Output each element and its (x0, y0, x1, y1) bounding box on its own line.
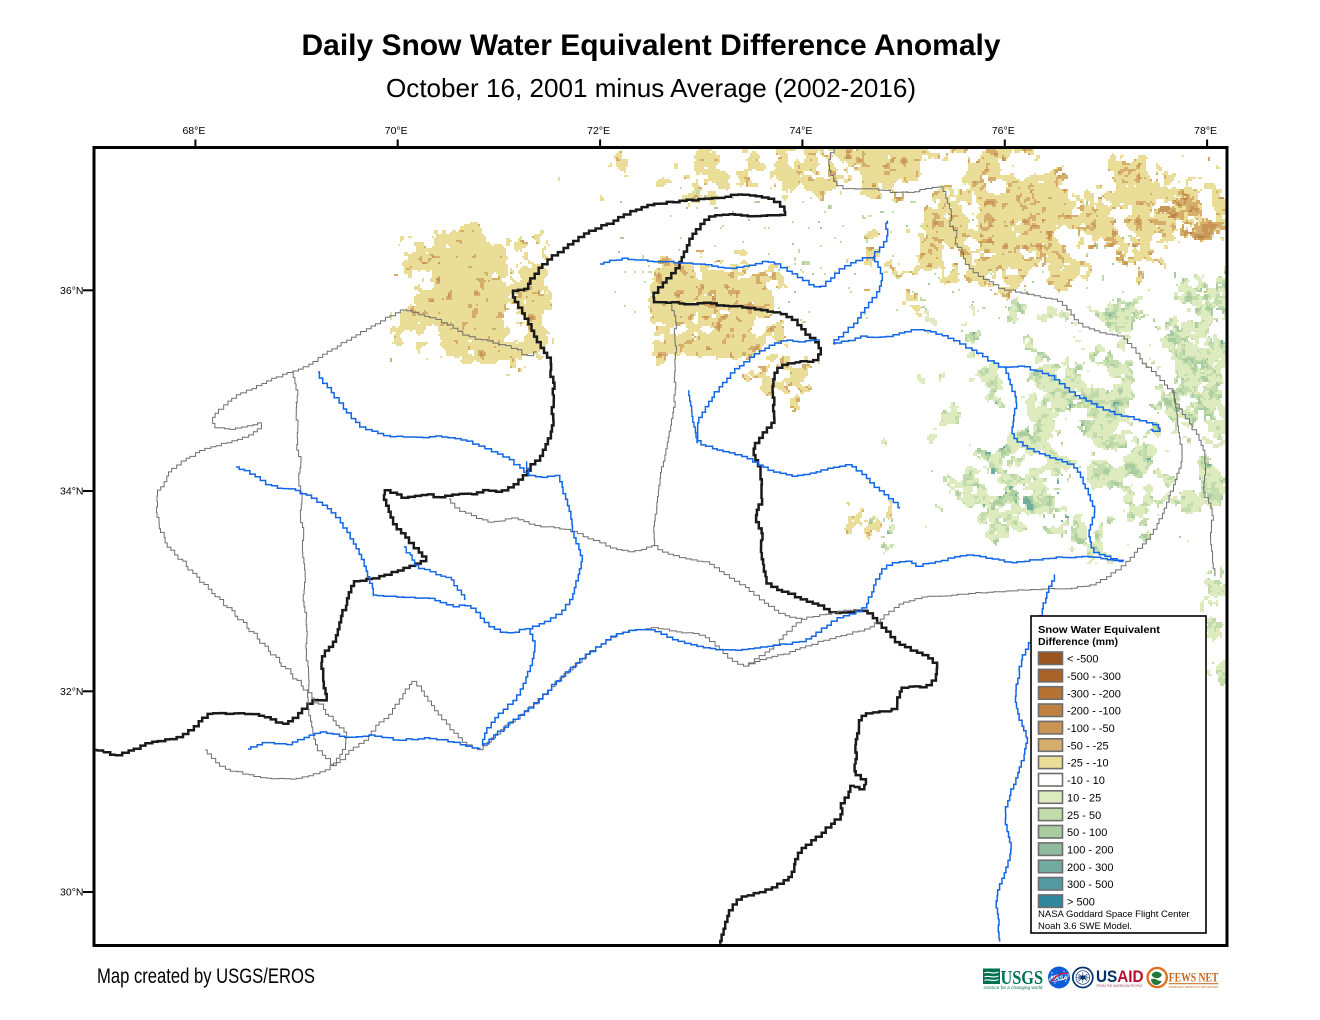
svg-text:76°E: 76°E (992, 125, 1015, 137)
svg-text:-500 - -300: -500 - -300 (1067, 671, 1121, 683)
svg-text:34°N: 34°N (60, 486, 83, 498)
svg-text:Difference (mm): Difference (mm) (1038, 636, 1118, 648)
svg-text:FEWS NET: FEWS NET (1169, 970, 1219, 985)
svg-text:USAID: USAID (1096, 968, 1144, 986)
svg-text:32°N: 32°N (60, 686, 83, 698)
svg-text:74°E: 74°E (789, 125, 812, 137)
svg-text:science for a changing world: science for a changing world (984, 985, 1043, 990)
svg-text:USGS: USGS (1001, 968, 1044, 989)
svg-text:Noah 3.6 SWE Model.: Noah 3.6 SWE Model. (1038, 921, 1132, 932)
svg-text:-50 - -25: -50 - -25 (1067, 740, 1109, 752)
svg-text:-200 - -100: -200 - -100 (1067, 706, 1121, 718)
svg-text:100 - 200: 100 - 200 (1067, 845, 1113, 857)
svg-text:30°N: 30°N (60, 887, 83, 899)
svg-text:Snow Water Equivalent: Snow Water Equivalent (1038, 624, 1161, 636)
svg-text:78°E: 78°E (1194, 125, 1217, 137)
svg-text:NASA Goddard Space Flight Cent: NASA Goddard Space Flight Center (1038, 909, 1190, 920)
svg-text:October 16, 2001 minus Average: October 16, 2001 minus Average (2002-201… (386, 73, 916, 103)
svg-text:-10 - 10: -10 - 10 (1067, 775, 1105, 787)
svg-text:FROM THE AMERICAN PEOPLE: FROM THE AMERICAN PEOPLE (1097, 984, 1144, 988)
svg-text:300 - 500: 300 - 500 (1067, 879, 1113, 891)
svg-text:68°E: 68°E (182, 125, 205, 137)
svg-text:10 - 25: 10 - 25 (1067, 792, 1101, 804)
svg-text:-100 - -50: -100 - -50 (1067, 723, 1115, 735)
svg-text:-300 - -200: -300 - -200 (1067, 688, 1121, 700)
svg-text:FAMINE EARLY WARNING SYSTEMS N: FAMINE EARLY WARNING SYSTEMS NETWORK (1169, 985, 1219, 989)
svg-text:25 - 50: 25 - 50 (1067, 810, 1101, 822)
svg-text:NASA: NASA (1050, 976, 1067, 982)
svg-text:50 - 100: 50 - 100 (1067, 827, 1107, 839)
svg-text:> 500: > 500 (1067, 897, 1095, 909)
svg-text:-25 - -10: -25 - -10 (1067, 758, 1109, 770)
svg-text:200 - 300: 200 - 300 (1067, 862, 1113, 874)
svg-text:Map created by USGS/EROS: Map created by USGS/EROS (97, 965, 315, 988)
svg-text:Daily Snow Water Equivalent Di: Daily Snow Water Equivalent Difference A… (302, 29, 1001, 62)
svg-text:< -500: < -500 (1067, 654, 1099, 666)
svg-text:72°E: 72°E (587, 125, 610, 137)
svg-text:70°E: 70°E (385, 125, 408, 137)
svg-text:36°N: 36°N (60, 285, 83, 297)
